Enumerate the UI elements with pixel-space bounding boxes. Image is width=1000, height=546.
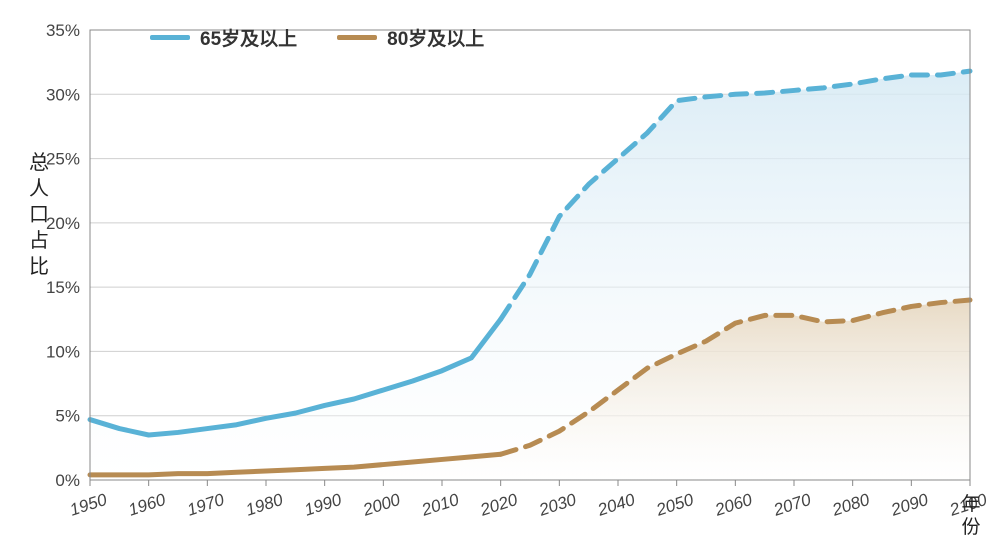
- x-tick-label: 2040: [594, 490, 637, 520]
- x-tick-label: 2060: [712, 490, 755, 520]
- y-tick-labels: 0% 5% 10% 15% 20% 25% 30% 35%: [46, 21, 80, 490]
- legend-item-65plus: 65岁及以上: [150, 24, 297, 51]
- y-axis-label: 总人口占比: [28, 150, 50, 280]
- x-tick-label: 2080: [829, 490, 872, 520]
- x-tick-label: 1980: [243, 490, 285, 520]
- y-tick-label: 25%: [46, 150, 80, 169]
- x-tick-label: 2010: [418, 490, 461, 520]
- y-tick-label: 10%: [46, 342, 80, 361]
- x-tick-label: 2000: [360, 490, 403, 520]
- x-tick-label: 1990: [302, 490, 344, 520]
- x-tick-label: 1960: [126, 490, 168, 520]
- legend-swatch-65plus: [150, 35, 190, 40]
- x-tick-labels: 1950 1960 1970 1980 1990 2000 2010 2020 2030 2040…: [67, 480, 989, 520]
- legend-label-80plus: 80岁及以上: [387, 24, 484, 51]
- y-tick-label: 30%: [46, 85, 80, 104]
- x-tick-label: 2050: [653, 490, 696, 520]
- x-axis-label: 年份: [960, 494, 982, 540]
- legend-label-65plus: 65岁及以上: [200, 24, 297, 51]
- x-tick-label: 2090: [888, 490, 931, 520]
- y-tick-label: 0%: [55, 471, 80, 490]
- legend-swatch-80plus: [337, 35, 377, 40]
- x-tick-label: 1950: [67, 490, 109, 520]
- x-tick-label: 2030: [536, 490, 579, 520]
- y-tick-label: 35%: [46, 21, 80, 40]
- legend: 65岁及以上 80岁及以上: [150, 24, 484, 51]
- y-tick-label: 5%: [55, 407, 80, 426]
- x-tick-label: 1970: [185, 490, 227, 520]
- chart-svg: 0%5%10%15%20%25%30%35% 19501960197019801…: [0, 0, 1000, 546]
- legend-item-80plus: 80岁及以上: [337, 24, 484, 51]
- y-tick-label: 15%: [46, 278, 80, 297]
- y-tick-label: 20%: [46, 214, 80, 233]
- x-tick-label: 2020: [477, 490, 520, 520]
- x-tick-label: 2070: [770, 490, 813, 520]
- chart-container: 65岁及以上 80岁及以上 总人口占比 年份 0% 5% 10% 15% 20% 25% 3…: [0, 0, 1000, 546]
